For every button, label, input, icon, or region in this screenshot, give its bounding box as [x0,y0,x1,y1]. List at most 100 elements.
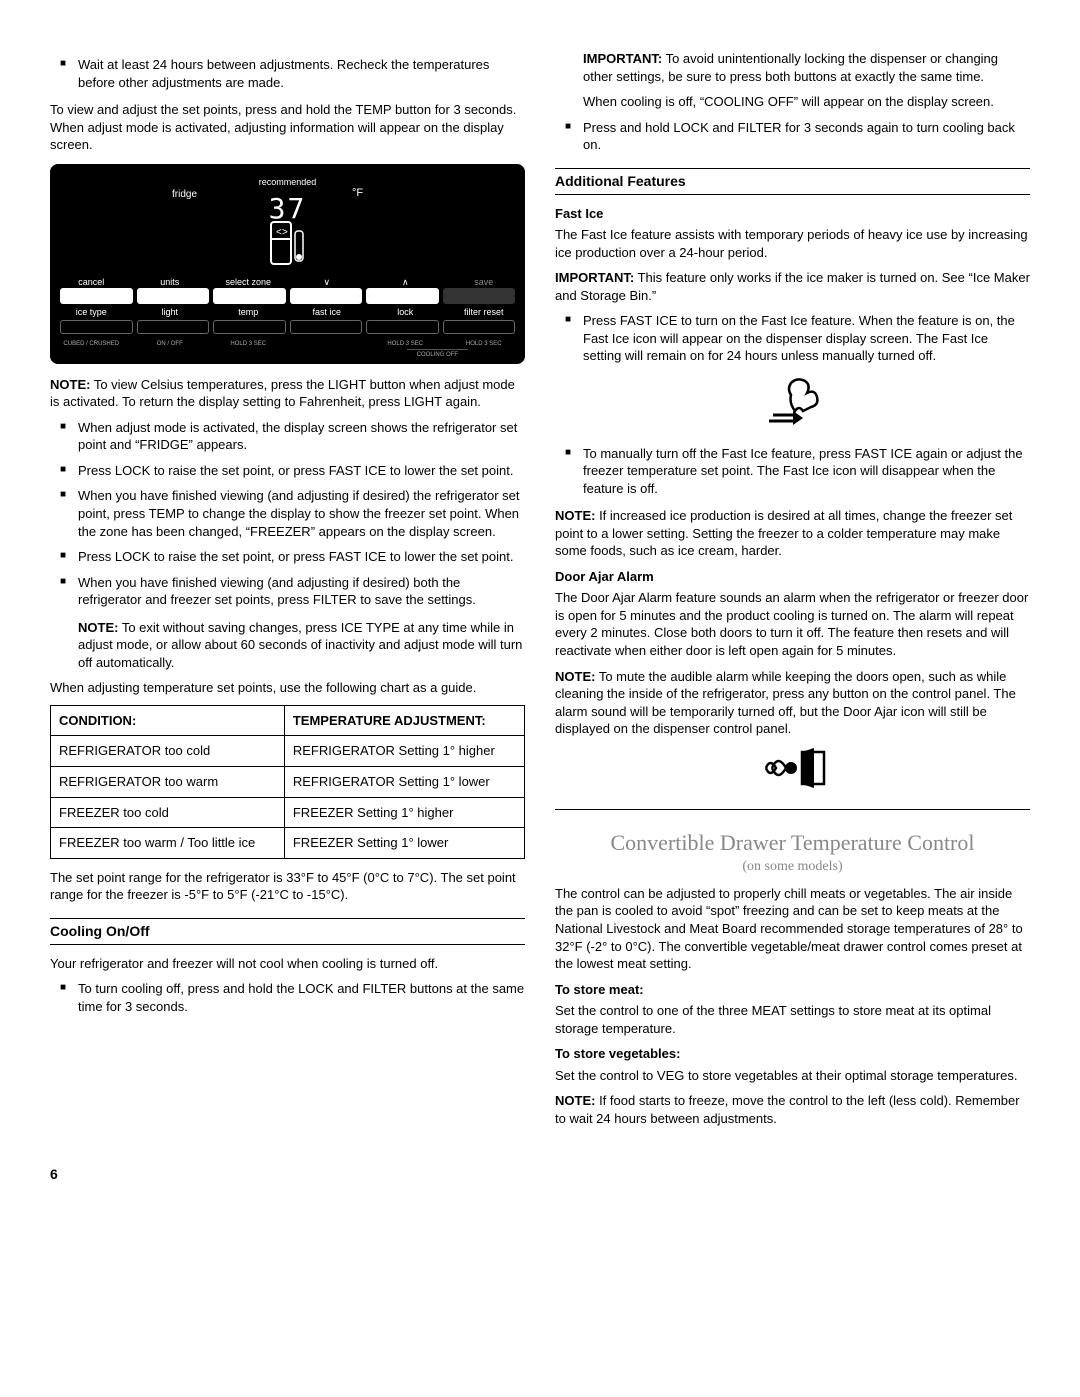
left-column: Wait at least 24 hours between adjustmen… [50,50,525,1135]
temp-adjustment-table: CONDITION: TEMPERATURE ADJUSTMENT: REFRI… [50,705,525,859]
bullet-filter-save: When you have finished viewing (and adju… [50,574,525,609]
table-row: REFRIGERATOR too warmREFRIGERATOR Settin… [51,767,525,798]
bullet-lock-raise: Press LOCK to raise the set point, or pr… [50,462,525,480]
th-adjustment: TEMPERATURE ADJUSTMENT: [284,705,524,736]
panel-zone-icon: <> [270,221,306,270]
panel-label-down: ∨ [288,276,367,288]
door-note-text: To mute the audible alarm while keeping … [555,669,1016,737]
setpoint-range: The set point range for the refrigerator… [50,869,525,904]
panel-btn2 [137,320,210,334]
cell: FREEZER too warm / Too little ice [51,828,285,859]
door-ajar-heading: Door Ajar Alarm [555,568,1030,586]
subnote-exit: NOTE: To exit without saving changes, pr… [50,619,525,672]
panel-sub-1: ON / OFF [131,340,210,348]
bullet-adjust-mode: When adjust mode is activated, the displ… [50,419,525,454]
fastice-heading: Fast Ice [555,205,1030,223]
cell: FREEZER Setting 1° higher [284,797,524,828]
intro-bullet: Wait at least 24 hours between adjustmen… [50,56,525,91]
important-label: IMPORTANT: [583,51,662,66]
panel-sub-5: HOLD 3 SEC [445,340,524,348]
cell: REFRIGERATOR Setting 1° higher [284,736,524,767]
panel-label-selectzone: select zone [209,276,288,288]
panel-sub-4: HOLD 3 SEC [366,340,445,348]
bullet-cool-back-on: Press and hold LOCK and FILTER for 3 sec… [555,119,1030,154]
panel-btn2 [213,320,286,334]
panel-cooling-off: COOLING OFF [407,349,468,360]
cooling-bullet: To turn cooling off, press and hold the … [50,980,525,1015]
page-number: 6 [50,1165,1030,1184]
panel-btn2 [60,320,133,334]
panel-label2-lock: lock [366,306,445,318]
cell: REFRIGERATOR Setting 1° lower [284,767,524,798]
p-view-adjust: To view and adjust the set points, press… [50,101,525,154]
panel-degf: °F [352,186,363,201]
conv-p1: The control can be adjusted to properly … [555,885,1030,973]
panel-btn2 [443,320,516,334]
door-p1: The Door Ajar Alarm feature sounds an al… [555,589,1030,659]
fastice-imp-label: IMPORTANT: [555,270,634,285]
panel-btn [290,288,363,304]
subnote-label: NOTE: [78,620,118,635]
fastice-icon [555,375,1030,435]
panel-sub-3 [288,340,367,348]
conv-note-label: NOTE: [555,1093,595,1108]
panel-btn [366,288,439,304]
important-lock: IMPORTANT: To avoid unintentionally lock… [555,50,1030,85]
fastice-important: IMPORTANT: This feature only works if th… [555,269,1030,304]
cell: FREEZER Setting 1° lower [284,828,524,859]
right-column: IMPORTANT: To avoid unintentionally lock… [555,50,1030,1135]
panel-sub-0: CUBED / CRUSHED [52,340,131,348]
fastice-bullet-on: Press FAST ICE to turn on the Fast Ice f… [555,312,1030,365]
store-veg-heading: To store vegetables: [555,1045,1030,1063]
bullet-temp-change: When you have finished viewing (and adju… [50,487,525,540]
note-text: To view Celsius temperatures, press the … [50,377,515,410]
cell: FREEZER too cold [51,797,285,828]
store-meat-p: Set the control to one of the three MEAT… [555,1002,1030,1037]
door-note: NOTE: To mute the audible alarm while ke… [555,668,1030,738]
panel-label2-icetype: ice type [52,306,131,318]
note-celsius: NOTE: To view Celsius temperatures, pres… [50,376,525,411]
bullet-lock-raise2: Press LOCK to raise the set point, or pr… [50,548,525,566]
cell: REFRIGERATOR too cold [51,736,285,767]
panel-recommended-label: recommended [52,176,523,188]
panel-label2-light: light [131,306,210,318]
fastice-bullet-off: To manually turn off the Fast Ice featur… [555,445,1030,498]
chart-intro: When adjusting temperature set points, u… [50,679,525,697]
door-ajar-icon [555,746,1030,796]
table-row: FREEZER too warm / Too little iceFREEZER… [51,828,525,859]
svg-text:>: > [282,227,288,238]
cell: REFRIGERATOR too warm [51,767,285,798]
note-label: NOTE: [50,377,90,392]
cooling-p: Your refrigerator and freezer will not c… [50,955,525,973]
panel-label-up: ∧ [366,276,445,288]
th-condition: CONDITION: [51,705,285,736]
panel-btn2 [290,320,363,334]
panel-label-units: units [131,276,210,288]
store-meat-heading: To store meat: [555,981,1030,999]
table-row: FREEZER too coldFREEZER Setting 1° highe… [51,797,525,828]
panel-btn [60,288,133,304]
door-note-label: NOTE: [555,669,595,684]
cooling-off-msg: When cooling is off, “COOLING OFF” will … [555,93,1030,111]
fastice-p1: The Fast Ice feature assists with tempor… [555,226,1030,261]
fastice-note-label: NOTE: [555,508,595,523]
panel-btn [137,288,210,304]
panel-label-cancel: cancel [52,276,131,288]
convertible-heading: Convertible Drawer Temperature Control [555,828,1030,858]
table-row: REFRIGERATOR too coldREFRIGERATOR Settin… [51,736,525,767]
panel-label2-temp: temp [209,306,288,318]
conv-note-text: If food starts to freeze, move the contr… [555,1093,1020,1126]
panel-label-save: save [445,276,524,288]
panel-btn [443,288,516,304]
panel-label2-filter: filter reset [445,306,524,318]
panel-btn [213,288,286,304]
subnote-text: To exit without saving changes, press IC… [78,620,522,670]
fastice-note-text: If increased ice production is desired a… [555,508,1012,558]
panel-label2-fastice: fast ice [288,306,367,318]
convertible-sub: (on some models) [555,858,1030,877]
control-panel-illustration: recommended 37 fridge °F <> cancel units… [50,164,525,364]
fastice-note: NOTE: If increased ice production is des… [555,507,1030,560]
cooling-heading: Cooling On/Off [50,918,525,945]
panel-btn2 [366,320,439,334]
conv-note: NOTE: If food starts to freeze, move the… [555,1092,1030,1127]
